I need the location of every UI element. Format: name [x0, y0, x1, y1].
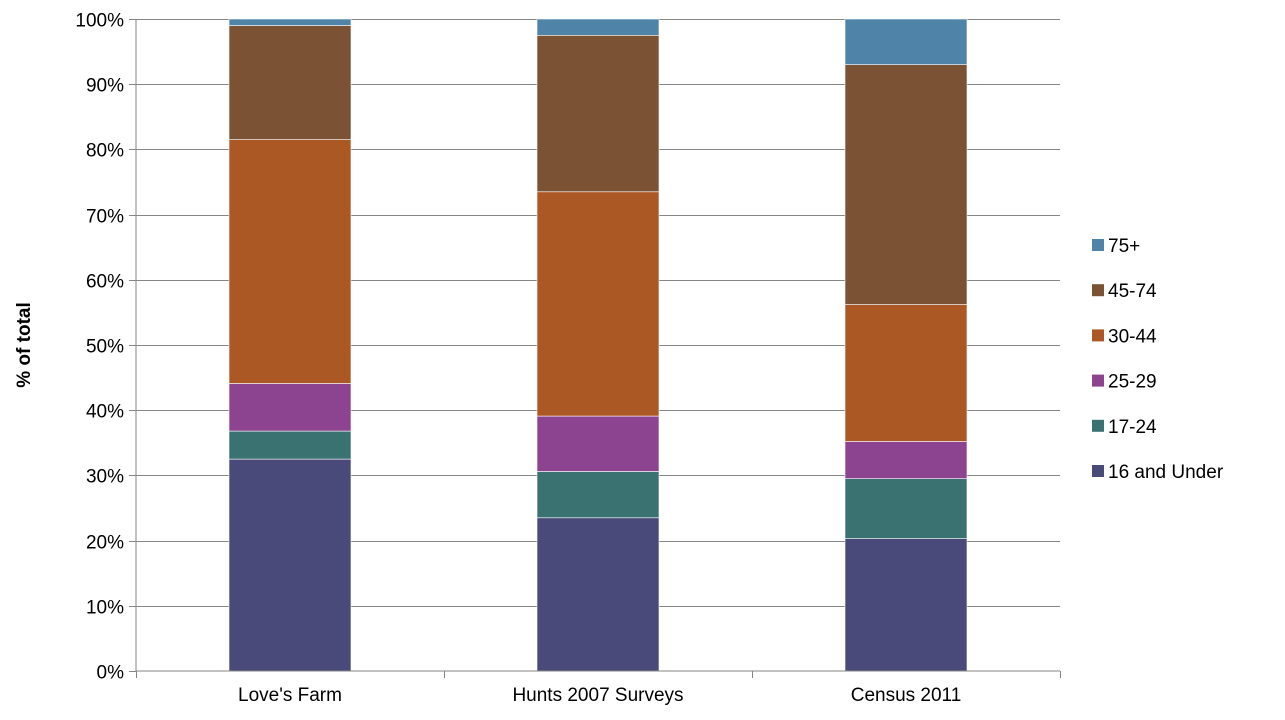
legend-swatch: [1092, 329, 1104, 342]
bar-segment: [844, 64, 968, 305]
legend-label: 30-44: [1108, 326, 1157, 347]
x-tick-label: Census 2011: [851, 685, 962, 706]
y-axis-title: % of total: [14, 302, 35, 388]
y-tick-label: 60%: [86, 272, 124, 293]
legend-swatch: [1092, 419, 1104, 432]
x-tick-label: Hunts 2007 Surveys: [512, 685, 683, 706]
y-tick-label: 10%: [86, 598, 124, 619]
bar-segment: [536, 517, 660, 672]
bar-segment: [228, 18, 352, 26]
y-tick-label: 70%: [86, 207, 124, 228]
bar-segment: [228, 430, 352, 460]
legend-swatch: [1092, 239, 1104, 251]
legend-label: 16 and Under: [1108, 462, 1224, 483]
y-tick-label: 100%: [75, 11, 124, 32]
bar-segment: [228, 458, 352, 672]
bars: [228, 18, 968, 672]
legend-label: 17-24: [1108, 417, 1157, 438]
x-tick-label: Love's Farm: [238, 685, 342, 706]
legend: 75+ 45-74 30-44 25-29 17-24 16 and Under: [1092, 236, 1224, 483]
bar-segment: [844, 478, 968, 539]
y-tick-label: 50%: [86, 337, 124, 358]
bar-segment: [536, 415, 660, 472]
bar-segment: [536, 191, 660, 417]
bar-segment: [536, 34, 660, 193]
legend-swatch: [1092, 465, 1104, 477]
legend-label: 75+: [1108, 236, 1140, 257]
legend-swatch: [1092, 284, 1104, 297]
y-tick-label: 40%: [86, 402, 124, 423]
bar-segment: [844, 441, 968, 479]
bar-segment: [228, 139, 352, 384]
bar-segment: [844, 18, 968, 65]
y-tick-label: 30%: [86, 467, 124, 488]
bar-segment: [536, 471, 660, 519]
bar-segment: [228, 383, 352, 432]
y-tick-labels: 0% 10% 20% 30% 40% 50% 60% 70% 80% 90% 100%: [75, 11, 124, 684]
y-tick-label: 0%: [97, 663, 125, 684]
y-tick-label: 80%: [86, 141, 124, 162]
y-tick-label: 20%: [86, 533, 124, 554]
legend-label: 25-29: [1108, 372, 1157, 393]
y-tick-label: 90%: [86, 76, 124, 97]
legend-label: 45-74: [1108, 281, 1157, 302]
bar-segment: [844, 538, 968, 672]
bar-segment: [536, 18, 660, 36]
x-tick-labels: Love's Farm Hunts 2007 Surveys Census 2011: [238, 685, 961, 706]
legend-swatch: [1092, 374, 1104, 387]
axes: [135, 19, 1060, 672]
bar-segment: [228, 25, 352, 140]
bar-segment: [844, 304, 968, 442]
